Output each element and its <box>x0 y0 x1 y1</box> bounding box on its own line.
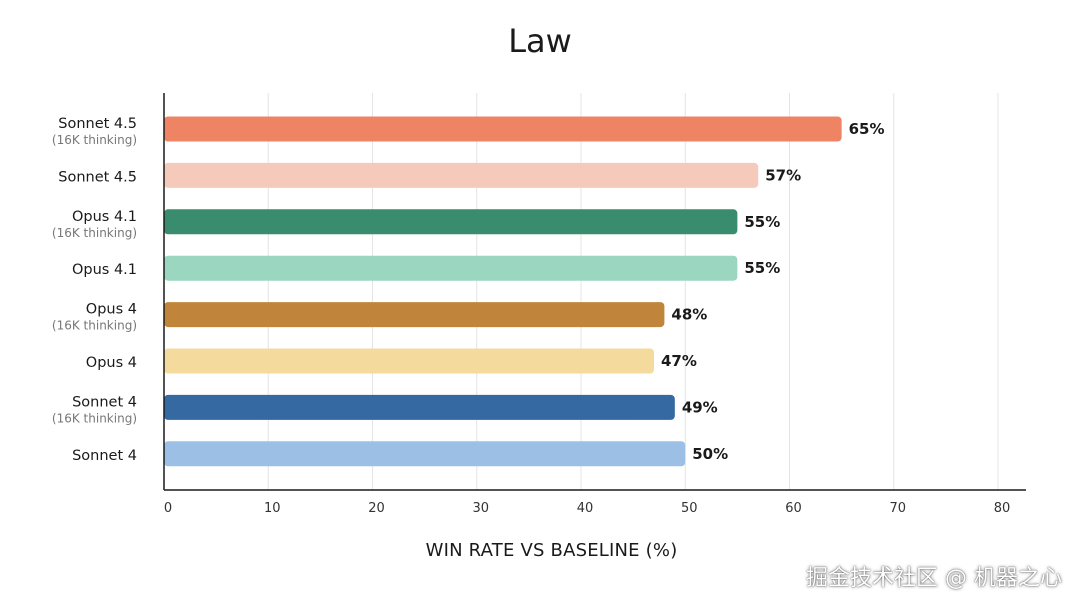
category-label-6: Opus 4 <box>86 355 137 371</box>
x-tick-label-40: 40 <box>577 501 594 516</box>
bar-6 <box>164 348 654 374</box>
x-axis-label: WIN RATE VS BASELINE (%) <box>425 540 678 561</box>
category-label-5: Opus 4 <box>86 302 137 318</box>
bar-3 <box>164 209 738 235</box>
x-tick-label-50: 50 <box>681 501 698 516</box>
bar-2 <box>164 162 759 188</box>
x-tick-label-70: 70 <box>889 501 906 516</box>
x-tick-label-20: 20 <box>368 501 385 516</box>
bar-5 <box>164 302 665 328</box>
category-label-2: Sonnet 4.5 <box>58 169 137 185</box>
bar-1 <box>164 116 842 142</box>
x-tick-label-80: 80 <box>994 501 1011 516</box>
x-tick-label-60: 60 <box>785 501 802 516</box>
data-label-6: 47% <box>661 352 697 370</box>
category-label-8: Sonnet 4 <box>72 448 137 464</box>
data-label-7: 49% <box>682 398 718 416</box>
gridlines <box>267 93 999 490</box>
data-label-2: 57% <box>765 166 801 184</box>
chart-title: Law <box>508 22 572 60</box>
category-sublabel-5: (16K thinking) <box>52 319 137 333</box>
category-label-3: Opus 4.1 <box>72 209 137 225</box>
axes <box>163 93 1026 491</box>
category-sublabel-7: (16K thinking) <box>52 411 137 425</box>
category-sublabel-1: (16K thinking) <box>52 133 137 147</box>
bar-4 <box>164 255 738 281</box>
data-label-5: 48% <box>671 306 707 324</box>
x-tick-label-0: 0 <box>164 501 172 516</box>
data-label-3: 55% <box>744 213 780 231</box>
category-label-7: Sonnet 4 <box>72 394 137 410</box>
data-label-8: 50% <box>692 445 728 463</box>
bar-8 <box>164 441 686 467</box>
data-label-4: 55% <box>744 259 780 277</box>
watermark: 掘金技术社区 @ 机器之心 <box>806 566 1062 591</box>
bars <box>164 116 842 467</box>
data-label-1: 65% <box>849 120 885 138</box>
category-label-1: Sonnet 4.5 <box>58 116 137 132</box>
x-tick-label-10: 10 <box>264 501 281 516</box>
category-sublabel-3: (16K thinking) <box>52 226 137 240</box>
bar-7 <box>164 394 675 420</box>
category-label-4: Opus 4.1 <box>72 262 137 278</box>
x-tick-label-30: 30 <box>472 501 489 516</box>
